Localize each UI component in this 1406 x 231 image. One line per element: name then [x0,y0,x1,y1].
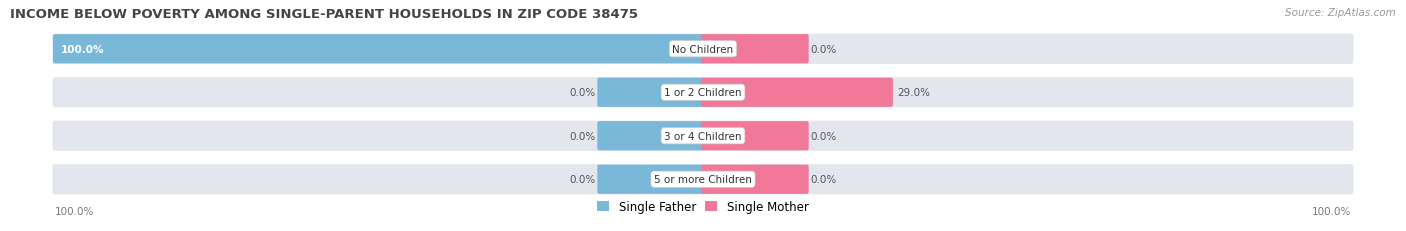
Text: 100.0%: 100.0% [1312,206,1351,216]
Legend: Single Father, Single Mother: Single Father, Single Mother [598,200,808,213]
Text: 1 or 2 Children: 1 or 2 Children [664,88,742,98]
FancyBboxPatch shape [598,78,704,107]
Text: 0.0%: 0.0% [811,45,837,55]
Text: No Children: No Children [672,45,734,55]
Text: 100.0%: 100.0% [55,206,94,216]
Text: 0.0%: 0.0% [569,131,595,141]
FancyBboxPatch shape [598,165,704,194]
Text: 0.0%: 0.0% [569,174,595,184]
FancyBboxPatch shape [52,34,1354,65]
Text: 29.0%: 29.0% [897,88,929,98]
FancyBboxPatch shape [52,121,1354,151]
FancyBboxPatch shape [702,122,808,151]
Text: 0.0%: 0.0% [569,88,595,98]
FancyBboxPatch shape [52,78,1354,108]
Text: 0.0%: 0.0% [811,131,837,141]
FancyBboxPatch shape [702,35,808,64]
FancyBboxPatch shape [53,35,704,64]
FancyBboxPatch shape [702,78,893,107]
Text: Source: ZipAtlas.com: Source: ZipAtlas.com [1285,8,1396,18]
Text: 100.0%: 100.0% [60,45,104,55]
Text: 3 or 4 Children: 3 or 4 Children [664,131,742,141]
FancyBboxPatch shape [598,122,704,151]
Text: INCOME BELOW POVERTY AMONG SINGLE-PARENT HOUSEHOLDS IN ZIP CODE 38475: INCOME BELOW POVERTY AMONG SINGLE-PARENT… [10,8,638,21]
FancyBboxPatch shape [52,164,1354,195]
Text: 0.0%: 0.0% [811,174,837,184]
Text: 5 or more Children: 5 or more Children [654,174,752,184]
FancyBboxPatch shape [702,165,808,194]
